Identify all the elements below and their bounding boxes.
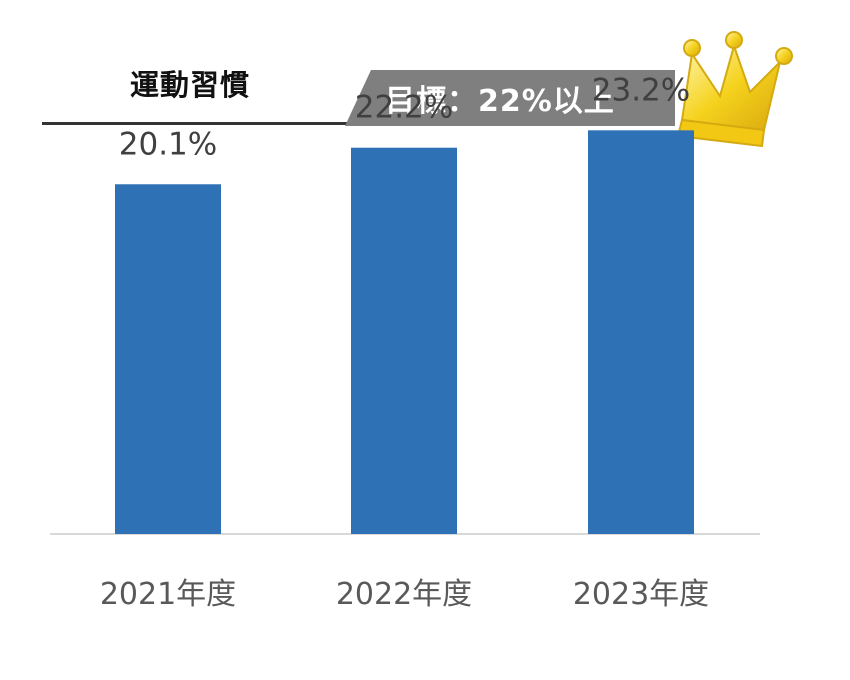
goal-banner [345, 70, 675, 126]
x-tick-label: 2022年度 [336, 577, 472, 612]
title-underline [42, 122, 354, 125]
chart-title: 運動習慣 [130, 68, 251, 102]
bar [351, 147, 457, 534]
crown-icon [676, 31, 793, 148]
data-label: 23.2% [592, 72, 690, 108]
bar [588, 130, 694, 534]
bar [115, 184, 221, 534]
data-label: 20.1% [119, 126, 217, 162]
x-tick-label: 2021年度 [100, 577, 236, 612]
data-label: 22.2% [355, 90, 453, 126]
goal-text: 目標：22%以上 [385, 84, 615, 119]
x-tick-label: 2023年度 [573, 577, 709, 612]
